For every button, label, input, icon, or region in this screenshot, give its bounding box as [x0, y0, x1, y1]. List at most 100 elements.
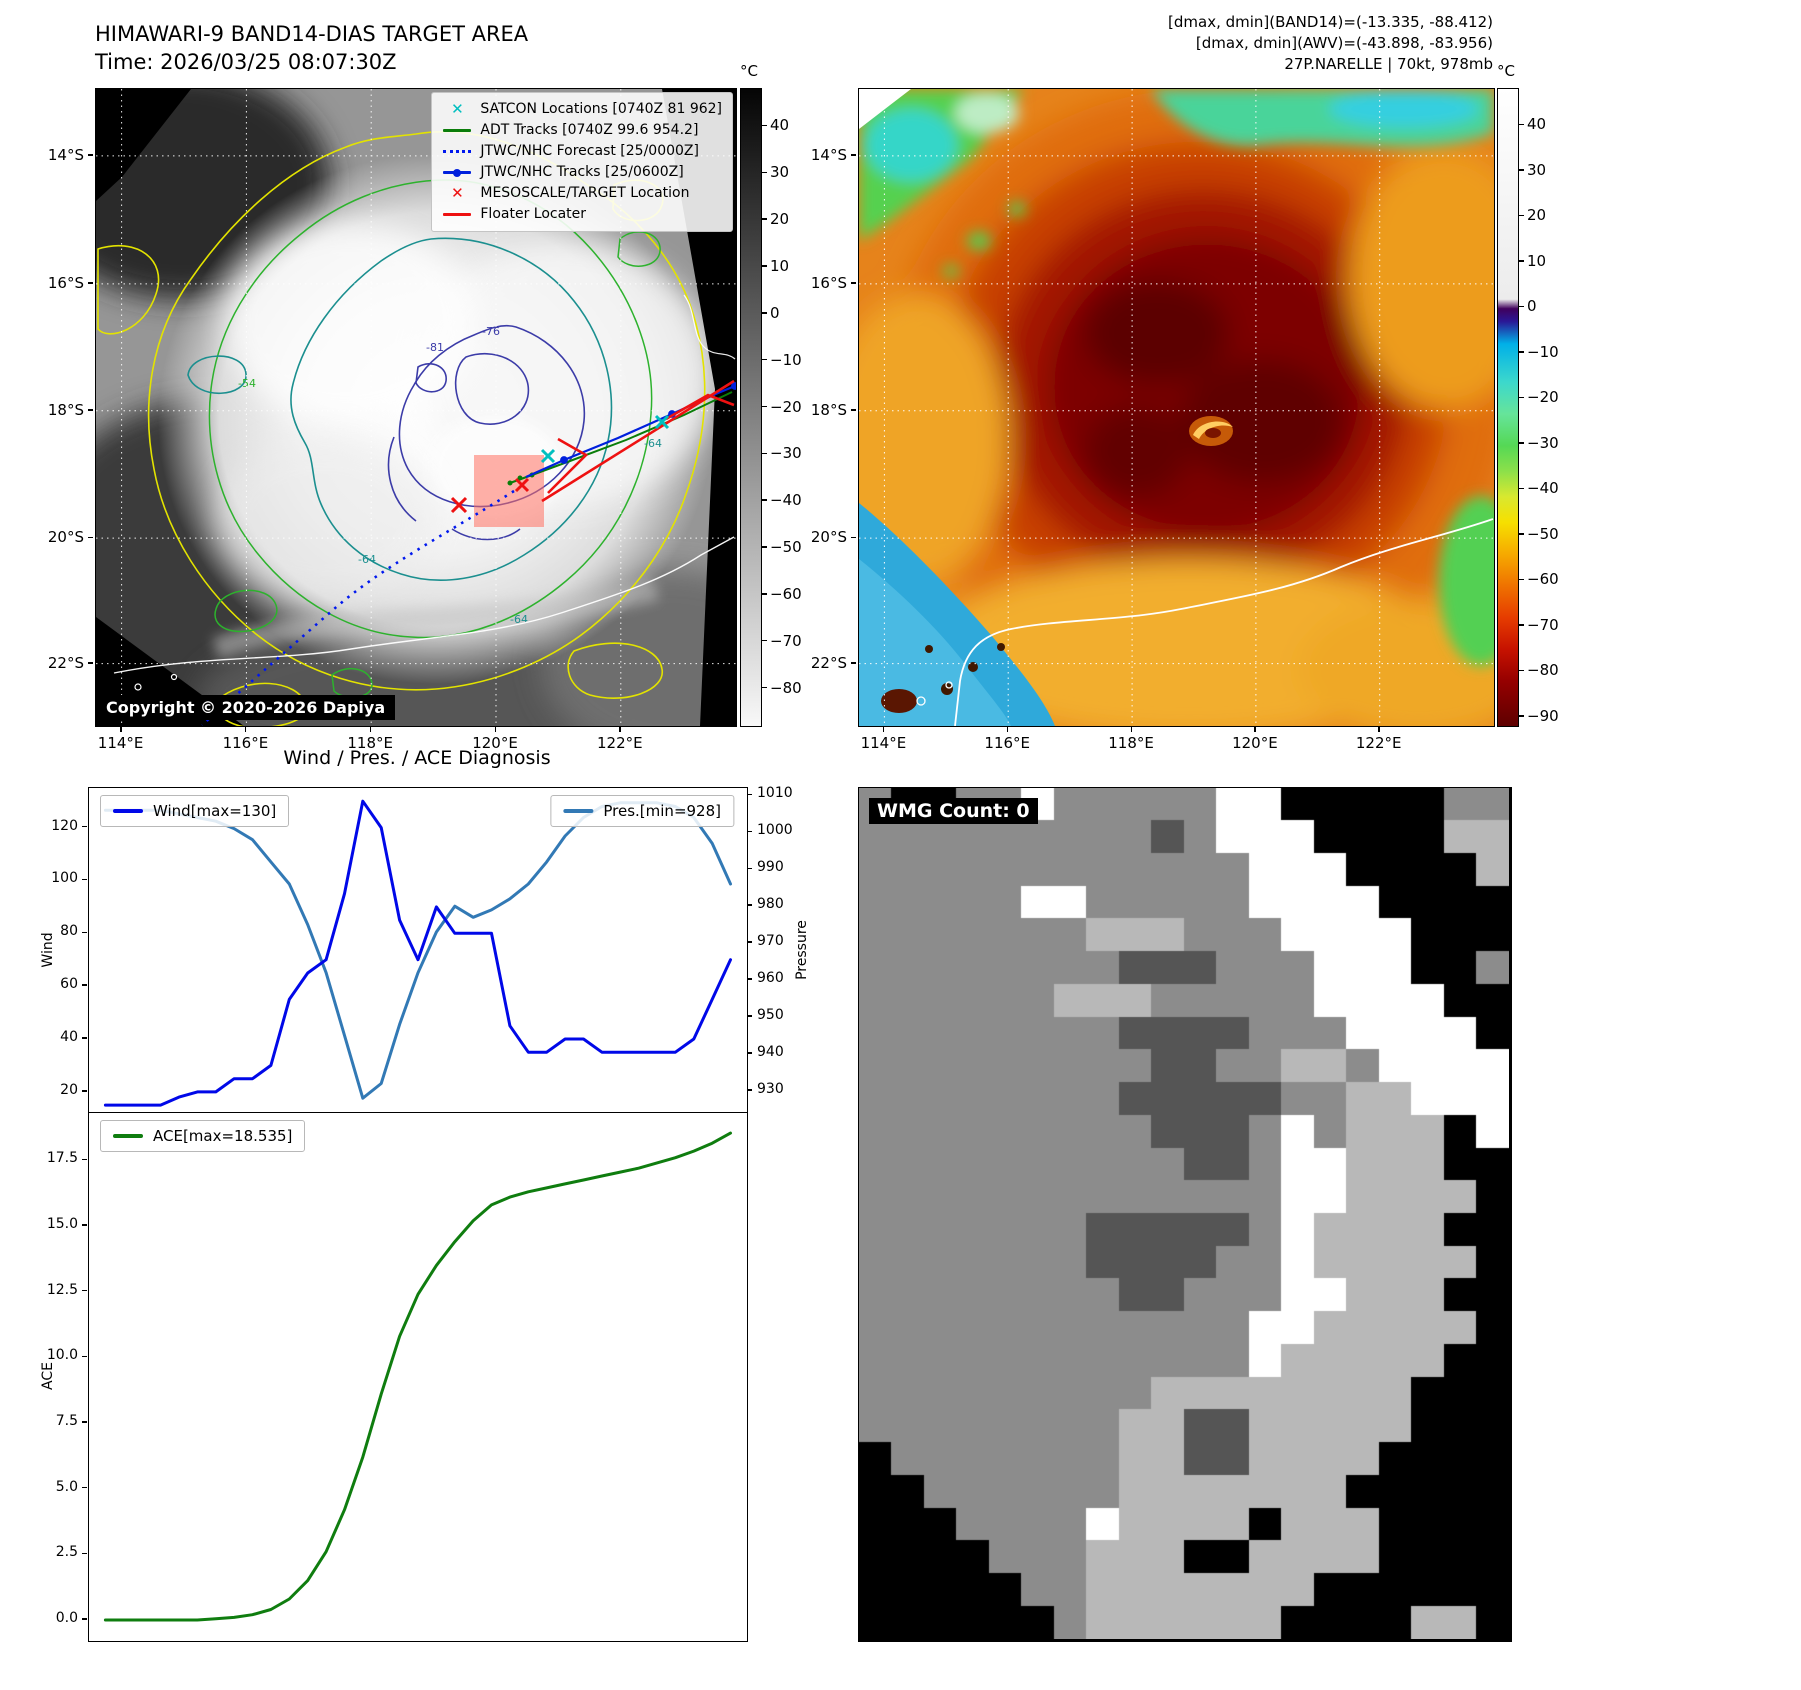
band14-colorbar-tick-label: 30 [770, 163, 790, 182]
band14-colorbar-tick-label: 0 [770, 303, 780, 322]
band14-lat-tickmark [88, 282, 93, 284]
pressure-tick-label: 970 [757, 933, 784, 950]
awv-colorbar-tick-label: −40 [1527, 479, 1559, 498]
band14-lon-tickmark [494, 727, 496, 732]
band14-contours [97, 130, 706, 726]
contour-label: -54 [238, 377, 256, 390]
legend-text: Wind[max=130] [153, 802, 277, 820]
awv-lat-tick-label: 16°S [810, 273, 847, 292]
contour-label: -64 [644, 437, 662, 450]
wind-pressure-lines [103, 799, 732, 1107]
ace-tickmark [82, 1289, 87, 1292]
line-marker-icon [442, 207, 472, 223]
contour-label: -76 [482, 325, 500, 338]
target-area-box [474, 455, 544, 527]
awv-colorbar-tick-label: 0 [1527, 297, 1537, 316]
awv-colorbar-tick-label: −50 [1527, 524, 1559, 543]
band14-colorbar-tickmark [761, 265, 767, 267]
diagnosis-title: Wind / Pres. / ACE Diagnosis [283, 747, 551, 769]
wmg-count-label: WMG Count: 0 [869, 798, 1038, 824]
band14-lon-tickmark [619, 727, 621, 732]
ace-legend: ACE[max=18.535] [100, 1120, 306, 1152]
legend-line-sample [113, 1134, 143, 1138]
awv-cold-edges [859, 89, 1494, 666]
legend-item-label: MESOSCALE/TARGET Location [480, 185, 690, 201]
band14-colorbar-tickmark [761, 452, 767, 455]
line-dot-marker-icon [442, 165, 472, 181]
ace-chart [88, 1112, 748, 1642]
awv-colorbar-tickmark [1518, 123, 1524, 126]
awv-colorbar-tickmark [1518, 260, 1524, 262]
awv-lat-tickmark [851, 662, 856, 664]
band14-colorbar-tickmark [761, 218, 767, 220]
band14-colorbar-unit: °C [740, 62, 758, 80]
contour-green [208, 179, 661, 698]
awv-colorbar-tickmark [1518, 578, 1524, 581]
legend-item: Floater Locater [442, 204, 722, 225]
pressure-tickmark [747, 904, 752, 906]
band14-colorbar-tickmark [761, 171, 767, 174]
wind-tickmark [82, 984, 87, 986]
awv-lat-tick-label: 18°S [810, 400, 847, 419]
wind-tickmark [82, 1090, 87, 1092]
band14-colorbar-tickmark [761, 546, 767, 548]
ace-tick-label: 12.5 [46, 1281, 78, 1298]
ace-tickmark [82, 1355, 87, 1358]
awv-lon-tickmark [1378, 727, 1380, 732]
pressure-tickmark [747, 1015, 752, 1017]
wind-tick-label: 20 [60, 1081, 78, 1098]
band14-colorbar [740, 88, 762, 727]
awv-colorbar-tickmark [1518, 487, 1524, 490]
band14-colorbar-tick-label: −70 [770, 631, 802, 650]
legend-text: Pres.[min=928] [603, 802, 721, 820]
awv-colorbar-tick-label: −70 [1527, 615, 1559, 634]
x-marker-icon: ✕ [451, 184, 464, 202]
band14-colorbar-tick-label: −30 [770, 444, 802, 463]
pressure-axis-label: Pressure [794, 919, 810, 980]
awv-colorbar-tick-label: −10 [1527, 342, 1559, 361]
ace-tickmark [82, 1618, 87, 1620]
awv-lon-tickmark [1254, 727, 1256, 732]
ace-tick-label: 2.5 [55, 1544, 78, 1561]
band14-lat-tick-label: 18°S [47, 400, 84, 419]
band14-lat-tickmark [88, 662, 93, 664]
legend-item: JTWC/NHC Forecast [25/0000Z] [442, 141, 722, 162]
legend-item-label: JTWC/NHC Forecast [25/0000Z] [480, 143, 699, 159]
wind-tick-label: 120 [51, 817, 78, 834]
band14-coastline [113, 294, 736, 691]
band14-copyright: Copyright © 2020-2026 Dapiya [96, 695, 396, 720]
ace-tickmark [82, 1158, 87, 1161]
band14-colorbar-tick-label: −60 [770, 584, 802, 603]
pressure-tick-label: 980 [757, 896, 784, 913]
band14-colorbar-tick-label: −10 [770, 350, 802, 369]
contour-label: -81 [426, 341, 444, 354]
ace-tickmark [82, 1421, 87, 1423]
band14-cloud-mass [158, 154, 716, 684]
storm-name-intensity: 27P.NARELLE | 70kt, 978mb [1284, 55, 1493, 73]
wind-legend: Wind[max=130] [100, 795, 290, 827]
contour-teal [187, 237, 613, 581]
awv-colorbar-tickmark [1518, 169, 1524, 171]
awv-lon-tick-label: 120°E [1232, 734, 1278, 752]
awv-colorbar-tick-label: 20 [1527, 206, 1547, 225]
band14-lon-tick-label: 122°E [596, 734, 643, 752]
legend-item-label: JTWC/NHC Tracks [25/0600Z] [480, 164, 684, 180]
awv-info-block: [dmax, dmin](BAND14)=(-13.335, -88.412) … [1090, 12, 1493, 75]
band14-lon-tickmark [369, 727, 372, 732]
legend-item-label: SATCON Locations [0740Z 81 962] [480, 101, 722, 117]
awv-lat-tickmark [851, 154, 856, 156]
awv-colorbar-tick-label: −30 [1527, 433, 1559, 452]
band14-colorbar-tickmark [761, 124, 767, 127]
pressure-tickmark [747, 1052, 752, 1054]
wind-tickmark [82, 825, 87, 828]
contour-navy [387, 324, 586, 541]
pressure-tick-label: 930 [757, 1080, 784, 1097]
wmg-panel: WMG Count: 0 [858, 787, 1512, 1642]
awv-colorbar-tickmark [1518, 214, 1524, 217]
legend-item: ✕ SATCON Locations [0740Z 81 962] [442, 99, 722, 120]
band14-lat-tick-label: 22°S [47, 653, 84, 672]
ace-tick-label: 0.0 [55, 1609, 78, 1626]
dotted-marker-icon [442, 144, 472, 160]
pressure-tickmark [747, 941, 752, 943]
band14-colorbar-tick-label: −50 [770, 538, 802, 556]
